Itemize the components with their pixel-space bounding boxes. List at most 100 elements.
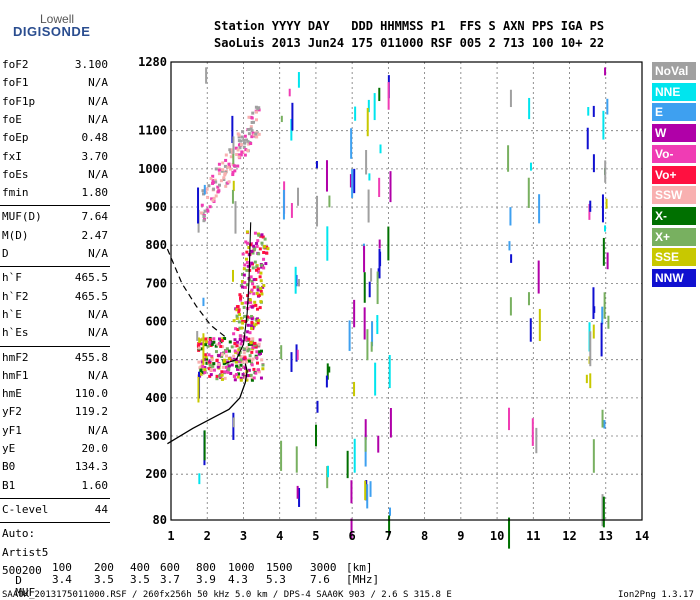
echo-mark (249, 141, 253, 145)
legend-x-minus: X- (652, 206, 696, 225)
echo-mark (252, 244, 256, 248)
param-key: h`Es (2, 326, 29, 340)
echo-mark (256, 321, 260, 325)
echo-streak (366, 484, 369, 509)
echo-mark (224, 158, 228, 162)
echo-mark (241, 130, 245, 134)
echo-mark (205, 187, 209, 191)
legend-nne: NNE (652, 82, 696, 101)
echo-streak (351, 169, 354, 198)
echo-mark (214, 344, 218, 348)
echo-mark (250, 279, 254, 283)
echo-streak (353, 299, 356, 328)
echo-mark (239, 316, 243, 320)
echo-mark (223, 164, 227, 168)
echo-mark (255, 265, 259, 269)
echo-mark (248, 291, 252, 295)
echo-streak (354, 106, 357, 121)
echo-mark (214, 350, 218, 354)
echo-mark (254, 371, 258, 375)
echo-mark (252, 278, 256, 282)
echo-mark (210, 342, 214, 346)
echo-mark (236, 148, 240, 152)
echo-streak (537, 260, 540, 294)
echo-mark (251, 325, 255, 329)
echo-mark (250, 350, 254, 354)
echo-mark (231, 170, 235, 174)
muf-distance-unit: [km] (346, 561, 373, 574)
echo-streak (363, 272, 366, 303)
echo-mark (244, 257, 248, 261)
echo-mark (240, 135, 244, 139)
echo-streak (527, 292, 530, 306)
echo-mark (226, 165, 230, 169)
echo-mark (249, 275, 253, 279)
param-fxi: fxI 3.70 (2, 150, 108, 164)
y-tick-label: 500 (145, 353, 167, 367)
echo-mark (233, 341, 237, 345)
echo-streak (325, 375, 328, 388)
echo-streak (592, 154, 595, 173)
echo-mark (236, 164, 240, 168)
echo-streak (389, 408, 392, 438)
echo-streak (290, 118, 293, 141)
echo-mark (252, 376, 256, 380)
echo-mark (253, 343, 257, 347)
echo-mark (225, 347, 229, 351)
echo-mark (240, 326, 244, 330)
echo-streak (328, 366, 331, 373)
muf-frequency: 3.5 (94, 573, 114, 586)
echo-streak (605, 198, 608, 209)
echo-mark (212, 337, 216, 341)
echo-streak (326, 465, 329, 478)
echo-mark (197, 360, 201, 364)
echo-mark (227, 357, 231, 361)
y-tick-label: 700 (145, 276, 167, 290)
echo-streak (280, 440, 283, 471)
param-ye: yE 20.0 (2, 442, 108, 456)
echo-mark (237, 155, 241, 159)
echo-mark (257, 132, 261, 136)
echo-mark (242, 267, 246, 271)
echo-mark (237, 365, 241, 369)
echo-mark (229, 371, 233, 375)
param-value: N/A (88, 368, 108, 382)
echo-mark (248, 331, 252, 335)
echo-mark (217, 172, 221, 176)
echo-mark (236, 351, 240, 355)
echo-mark (216, 185, 220, 189)
echo-streak (531, 418, 534, 446)
echo-mark (212, 368, 216, 372)
legend-vo-plus: Vo+ (652, 165, 696, 184)
echo-streak (290, 352, 293, 372)
echo-mark (235, 364, 239, 368)
legend-nnw: NNW (652, 269, 696, 287)
echo-mark (255, 268, 259, 272)
echo-mark (232, 319, 236, 323)
echo-mark (210, 354, 214, 358)
echo-streak (232, 417, 235, 428)
echo-mark (246, 330, 250, 334)
legend-sse: SSE (652, 248, 696, 267)
param-value: N/A (88, 247, 108, 260)
echo-mark (221, 168, 225, 172)
param-value: 20.0 (81, 442, 109, 455)
echo-streak (528, 97, 531, 120)
echo-mark (223, 370, 227, 374)
echo-streak (291, 102, 294, 131)
echo-mark (242, 138, 246, 142)
echo-streak (601, 409, 604, 428)
echo-streak (350, 480, 353, 504)
echo-mark (243, 356, 247, 360)
y-tick-label: 1000 (138, 162, 167, 176)
param-value: 3.100 (74, 58, 108, 71)
echo-streak (297, 279, 300, 287)
echo-mark (217, 189, 221, 193)
echo-streak (374, 362, 377, 396)
echo-streak (509, 207, 512, 226)
echo-mark (205, 357, 209, 361)
x-tick-label: 11 (526, 529, 540, 543)
echo-mark (245, 317, 249, 321)
echo-mark (214, 180, 218, 184)
echo-mark (215, 377, 219, 381)
